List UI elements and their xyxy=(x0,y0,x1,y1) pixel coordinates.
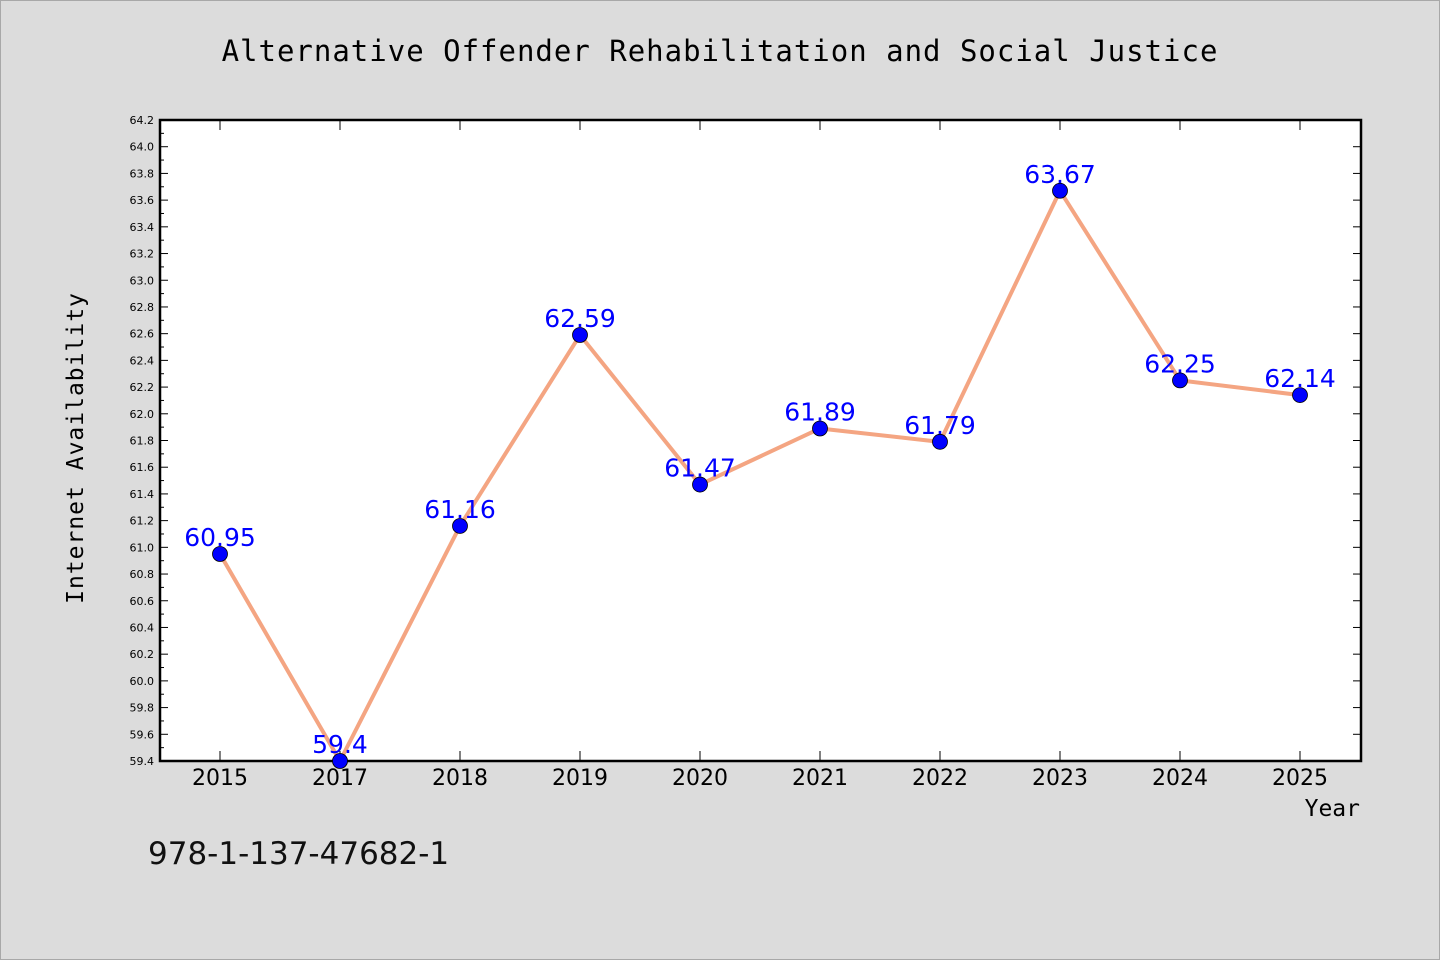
x-tick-label: 2023 xyxy=(1032,766,1088,791)
data-label: 63.67 xyxy=(1024,160,1096,189)
data-point xyxy=(572,327,588,343)
x-tick-label: 2022 xyxy=(912,766,968,791)
y-tick-label: 64.0 xyxy=(130,141,155,154)
data-point xyxy=(332,753,348,769)
x-tick-label: 2021 xyxy=(792,766,848,791)
data-point xyxy=(1292,387,1308,403)
data-label: 61.47 xyxy=(664,454,736,483)
y-tick-label: 62.0 xyxy=(130,408,155,421)
data-point xyxy=(692,476,708,493)
y-tick-label: 61.4 xyxy=(130,488,155,501)
chart-title: Alternative Offender Rehabilitation and … xyxy=(221,34,1219,68)
y-tick-label: 63.8 xyxy=(130,167,155,180)
series-lines xyxy=(218,188,1302,763)
data-point xyxy=(812,420,828,437)
y-tick-label: 63.0 xyxy=(130,274,155,287)
data-point xyxy=(212,546,228,562)
x-tick-label: 2020 xyxy=(672,766,728,791)
x-tick-label: 2017 xyxy=(312,766,368,791)
data-label: 62.25 xyxy=(1144,349,1216,378)
y-tick-label: 61.2 xyxy=(130,515,155,528)
y-tick-label: 59.6 xyxy=(130,728,155,741)
x-tick-label: 2024 xyxy=(1152,766,1208,791)
x-axis-ticks: 2015 2017 2018 2019 2020 2021 2022 2023 2024 2025 xyxy=(192,120,1328,791)
data-label: 60.95 xyxy=(184,523,256,552)
data-point xyxy=(452,518,468,534)
y-tick-label: 61.6 xyxy=(130,461,155,474)
data-label: 59.4 xyxy=(312,730,368,759)
x-tick-label: 2018 xyxy=(432,766,488,791)
data-labels: 60.95 59.4 61.16 62.59 61.47 61.89 61.79 63.67 6… xyxy=(184,160,1336,759)
y-tick-label: 61.0 xyxy=(130,541,155,554)
x-tick-label: 2015 xyxy=(192,766,248,791)
data-label: 61.16 xyxy=(424,495,496,524)
y-tick-label: 63.2 xyxy=(130,248,155,261)
y-tick-label: 62.8 xyxy=(130,301,155,314)
y-tick-label: 59.4 xyxy=(130,755,155,768)
y-tick-label: 62.2 xyxy=(130,381,155,394)
y-tick-label: 62.6 xyxy=(130,328,155,341)
y-tick-label: 60.6 xyxy=(130,595,155,608)
x-tick-label: 2025 xyxy=(1272,766,1328,791)
data-label: 61.79 xyxy=(904,411,976,440)
x-axis-label: Year xyxy=(1304,796,1360,822)
data-markers xyxy=(212,182,1308,769)
y-tick-label: 62.4 xyxy=(130,354,155,367)
x-tick-label: 2019 xyxy=(552,766,608,791)
isbn-text: 978-1-137-47682-1 xyxy=(148,836,450,872)
y-tick-label: 61.8 xyxy=(130,435,155,448)
y-tick-label: 60.2 xyxy=(130,648,155,661)
data-point xyxy=(932,433,948,450)
data-point xyxy=(1172,372,1188,389)
y-tick-label: 63.6 xyxy=(130,194,155,207)
data-label: 61.89 xyxy=(784,397,856,426)
y-tick-label: 59.8 xyxy=(130,702,155,715)
y-tick-label: 60.0 xyxy=(130,675,155,688)
plot-area xyxy=(158,118,1363,763)
y-axis-ticks: 59.4 59.6 59.8 60.0 60.2 60.4 60.6 60.8 61.0 61.2… xyxy=(130,114,1361,768)
data-label: 62.14 xyxy=(1264,364,1336,393)
y-tick-label: 63.4 xyxy=(130,221,155,234)
data-label: 62.59 xyxy=(544,304,616,333)
y-tick-label: 60.8 xyxy=(130,568,155,581)
series-line xyxy=(218,188,1302,763)
data-point xyxy=(1052,182,1068,199)
y-tick-label: 60.4 xyxy=(130,621,155,634)
y-tick-label: 64.2 xyxy=(130,114,155,127)
